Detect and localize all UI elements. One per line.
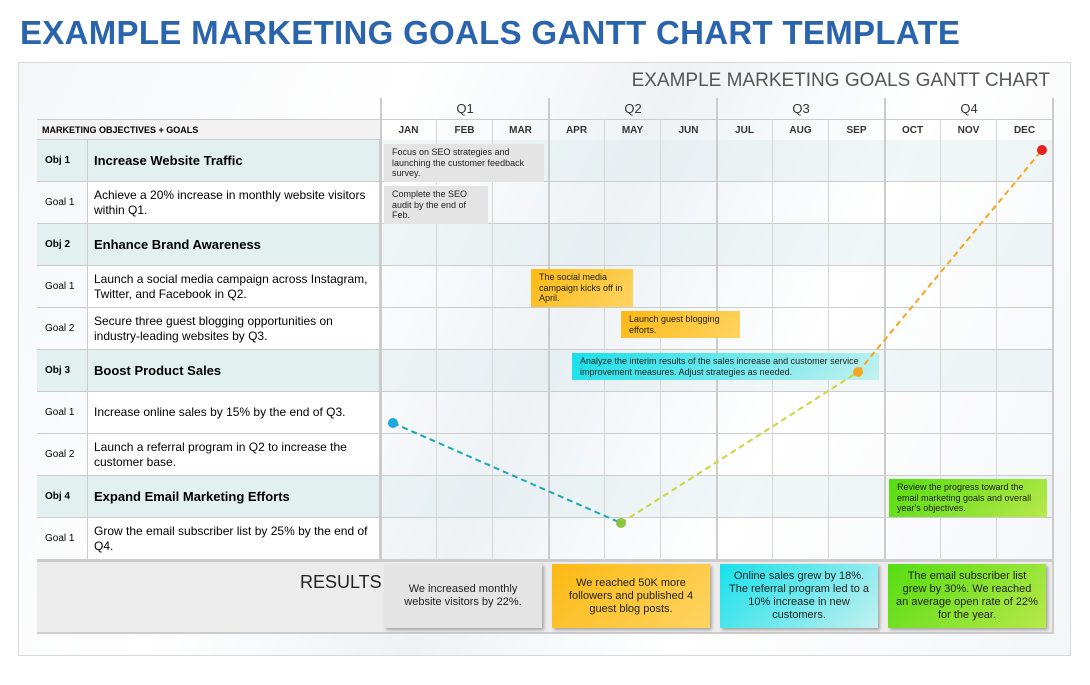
chart-title: EXAMPLE MARKETING GOALS GANTT CHART — [631, 70, 1050, 91]
result-q4: The email subscriber list grew by 30%. W… — [888, 564, 1046, 628]
quarter-q4: Q4 — [884, 98, 1052, 119]
grid-line — [380, 119, 382, 560]
row-label: Goal 2 — [37, 434, 88, 475]
row-text: Boost Product Sales — [88, 350, 380, 391]
note-year-review: Review the progress toward the email mar… — [889, 479, 1047, 517]
quarter-q1: Q1 — [380, 98, 548, 119]
result-q2: We reached 50K more followers and publis… — [552, 564, 710, 628]
row-text: Achieve a 20% increase in monthly websit… — [88, 182, 380, 223]
grid-line — [996, 119, 997, 560]
row-text: Increase Website Traffic — [88, 140, 380, 181]
row-label: Obj 2 — [37, 224, 88, 265]
grid-line — [772, 119, 773, 560]
row-text: Enhance Brand Awareness — [88, 224, 380, 265]
grid-line — [828, 119, 829, 560]
row-label: Obj 3 — [37, 350, 88, 391]
goal-row: Goal 1 Achieve a 20% increase in monthly … — [37, 182, 1052, 224]
row-label: Obj 1 — [37, 140, 88, 181]
page-title: EXAMPLE MARKETING GOALS GANTT CHART TEMP… — [20, 14, 961, 51]
row-label: Goal 1 — [37, 182, 88, 223]
result-q3: Online sales grew by 18%. The referral p… — [720, 564, 878, 628]
milestone-point-4 — [1037, 145, 1047, 155]
results-label: RESULTS — [300, 572, 382, 592]
goal-row: Goal 1 Increase online sales by 15% by th… — [37, 392, 1052, 434]
row-label: Goal 2 — [37, 308, 88, 349]
grid-line — [940, 119, 941, 560]
grid-line — [492, 119, 493, 560]
grid-line — [716, 119, 718, 560]
quarter-q3: Q3 — [716, 98, 884, 119]
milestone-point-1 — [388, 418, 398, 428]
note-social-campaign: The social media campaign kicks off in A… — [531, 269, 633, 307]
result-q1: We increased monthly website visitors by… — [384, 564, 542, 628]
note-seo-focus: Focus on SEO strategies and launching th… — [384, 144, 544, 182]
grid-line — [1052, 98, 1054, 634]
milestone-point-3 — [853, 367, 863, 377]
goal-row: Goal 1 Grow the email subscriber list by … — [37, 518, 1052, 560]
milestone-segment-3 — [857, 149, 1043, 373]
row-label: Goal 1 — [37, 518, 88, 559]
row-text: Increase online sales by 15% by the end … — [88, 392, 380, 433]
results-area — [37, 560, 1052, 634]
milestone-segment-1 — [392, 422, 622, 524]
row-text: Launch a referral program in Q2 to incre… — [88, 434, 380, 475]
row-label: Obj 4 — [37, 476, 88, 517]
row-label: Goal 1 — [37, 392, 88, 433]
note-seo-audit: Complete the SEO audit by the end of Feb… — [384, 186, 488, 224]
quarter-q2: Q2 — [548, 98, 716, 119]
milestone-segment-2 — [620, 371, 859, 524]
row-label: Goal 1 — [37, 266, 88, 307]
row-text: Secure three guest blogging opportunitie… — [88, 308, 380, 349]
row-text: Launch a social media campaign across In… — [88, 266, 380, 307]
goal-row: Goal 2 Launch a referral program in Q2 to… — [37, 434, 1052, 476]
grid-line — [604, 119, 605, 560]
grid-line — [436, 119, 437, 560]
note-guest-blogging: Launch guest blogging efforts. — [621, 311, 740, 338]
objectives-header: MARKETING OBJECTIVES + GOALS — [37, 119, 380, 140]
grid-line — [548, 119, 550, 560]
goal-row: Goal 1 Launch a social media campaign acr… — [37, 266, 1052, 308]
note-interim-analysis: Analyze the interim results of the sales… — [572, 353, 879, 380]
row-text: Expand Email Marketing Efforts — [88, 476, 380, 517]
grid-line — [660, 119, 661, 560]
goal-row: Goal 2 Secure three guest blogging opport… — [37, 308, 1052, 350]
row-text: Grow the email subscriber list by 25% by… — [88, 518, 380, 559]
milestone-point-2 — [616, 518, 626, 528]
